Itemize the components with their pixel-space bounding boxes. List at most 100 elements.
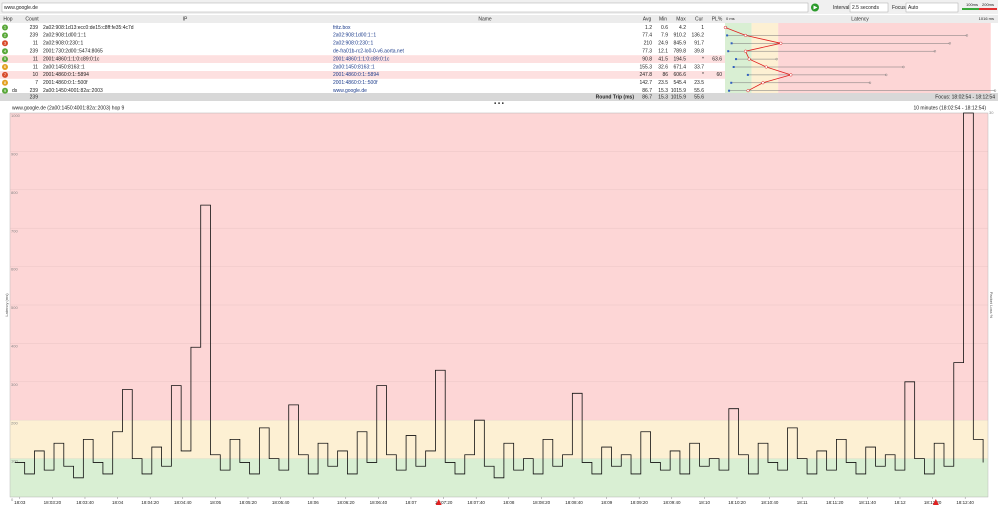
- latency-min: [746, 73, 749, 76]
- x-tick-label: 18:03:40: [76, 500, 94, 505]
- cell: 2001:4860:0:1::500f: [43, 80, 88, 86]
- latency-avg: [779, 41, 783, 45]
- scale-bar-low: [962, 8, 979, 10]
- x-tick-label: 18:08:40: [565, 500, 583, 505]
- hop-number: 6: [4, 64, 7, 69]
- cell: 2001:730:2d00::5474:8065: [43, 49, 103, 55]
- cell: 86.7: [642, 88, 652, 94]
- latency-avg: [744, 33, 748, 37]
- hop-icon: [2, 56, 8, 63]
- cell: 194.5: [673, 56, 686, 62]
- cell: 4.2: [679, 25, 686, 31]
- cell: 23.5: [694, 80, 704, 86]
- splitter[interactable]: • • •: [494, 102, 504, 108]
- latency-avg: [761, 81, 765, 85]
- target-input[interactable]: [1, 2, 809, 13]
- x-tick-label: 18:07:20: [435, 500, 453, 505]
- cell: 2001:4860:1:1:0:c89:0:1c: [43, 56, 100, 62]
- cell: 2001:4860:1:1:0:c89:0:1c: [333, 56, 390, 62]
- x-tick-label: 18:07: [405, 500, 417, 505]
- scale-bar-high: [979, 8, 997, 10]
- focus-select[interactable]: [905, 2, 959, 13]
- hop-icon: [2, 79, 8, 86]
- x-tick-label: 18:12:20: [924, 500, 942, 505]
- latency-min: [728, 89, 731, 92]
- cell: www.google.de: [333, 88, 367, 94]
- cell: 1015.9: [671, 88, 687, 94]
- focus-label: Focus: [892, 5, 906, 11]
- x-tick-label: 18:11: [797, 500, 808, 505]
- cell: 86: [662, 72, 668, 78]
- latency-tick-label: 0 ms: [726, 16, 735, 21]
- cell: 2001:4860:0:1::500f: [333, 80, 378, 86]
- latency-max: [965, 34, 969, 37]
- loss-row-highlight: [0, 55, 725, 63]
- y-tick-label: 900: [11, 151, 18, 156]
- cell: 910.2: [673, 33, 686, 39]
- cell: 2a00:1450:4001:82a::2003: [43, 88, 103, 94]
- cell: 2001:4860:0:1::5894: [43, 72, 89, 78]
- hop-number: 8: [4, 80, 7, 85]
- y-tick-label: 600: [11, 267, 18, 272]
- x-tick-label: 18:05:40: [272, 500, 290, 505]
- cell: 2a00:1450:8163::1: [333, 64, 375, 70]
- x-tick-label: 18:09:40: [663, 500, 681, 505]
- y-axis-label: Latency (ms): [4, 293, 9, 317]
- cell: 11: [33, 56, 38, 62]
- interval-value: 2.5 seconds: [852, 5, 879, 11]
- cell: 33.7: [694, 64, 704, 70]
- play-icon: [813, 5, 818, 10]
- column-header: Min: [659, 16, 667, 22]
- footer-max: 1015.9: [671, 94, 687, 100]
- cell: 90.8: [642, 56, 652, 62]
- y-tick-label: 300: [11, 382, 18, 387]
- x-tick-label: 18:03: [14, 500, 26, 505]
- cell: 2a02:908:0:230::1: [333, 41, 374, 47]
- column-header: IP: [183, 16, 188, 22]
- cell: 606.6: [673, 72, 686, 78]
- x-tick-label: 18:04:40: [174, 500, 192, 505]
- latency-min: [730, 81, 733, 84]
- cell: 55.6: [694, 88, 704, 94]
- hop-number: 4: [4, 48, 7, 53]
- cell: 789.8: [673, 49, 686, 55]
- latency-zone: [10, 113, 988, 421]
- interval-select[interactable]: [849, 2, 889, 13]
- chart-subtitle: 10 minutes (18:02:54 - 18:12:54): [913, 105, 986, 111]
- hop-icon: [2, 71, 8, 78]
- chart-title: www.google.de (2a00:1450:4001:82a::2003)…: [12, 105, 125, 111]
- scale-low: 100ms: [966, 2, 978, 7]
- plot-frame: [9, 112, 989, 498]
- x-tick-label: 18:06: [308, 500, 320, 505]
- cell: 136.2: [691, 33, 704, 39]
- x-tick-label: 18:06:20: [337, 500, 355, 505]
- x-tick-label: 18:09:20: [630, 500, 648, 505]
- latency-line: [14, 112, 984, 479]
- x-tick-label: 18:07:40: [467, 500, 485, 505]
- hop-icon: [2, 64, 8, 70]
- cell: 12.1: [658, 49, 668, 55]
- footer-count: 239: [30, 94, 39, 100]
- column-header: PL%: [712, 16, 723, 22]
- hop-icon: [2, 24, 8, 31]
- x-tick-label: 18:04:20: [141, 500, 159, 505]
- x-tick-label: 18:08:20: [533, 500, 551, 505]
- column-header: Max: [676, 16, 686, 22]
- cell: 1: [701, 25, 704, 31]
- column-header: Hop: [3, 16, 12, 22]
- column-header: Latency: [851, 16, 869, 22]
- latency-min: [726, 34, 729, 37]
- cell: 7.9: [661, 33, 668, 39]
- cell: 155.3: [639, 64, 652, 70]
- cell: 545.4: [673, 80, 686, 86]
- hop-number: 3: [4, 40, 7, 45]
- y-tick-label: 0: [11, 497, 14, 502]
- cell: 2a02:908:1d13:ecc0:de15:c8ff:fe35:4c7d: [43, 25, 134, 31]
- latency-avg: [789, 73, 793, 77]
- cell: 2a02:908:1d00:1::1: [333, 33, 376, 39]
- hop-number: 9: [4, 88, 7, 93]
- y-tick-label: 400: [11, 343, 18, 348]
- y-tick-label: 800: [11, 190, 18, 195]
- x-tick-label: 18:05:20: [239, 500, 257, 505]
